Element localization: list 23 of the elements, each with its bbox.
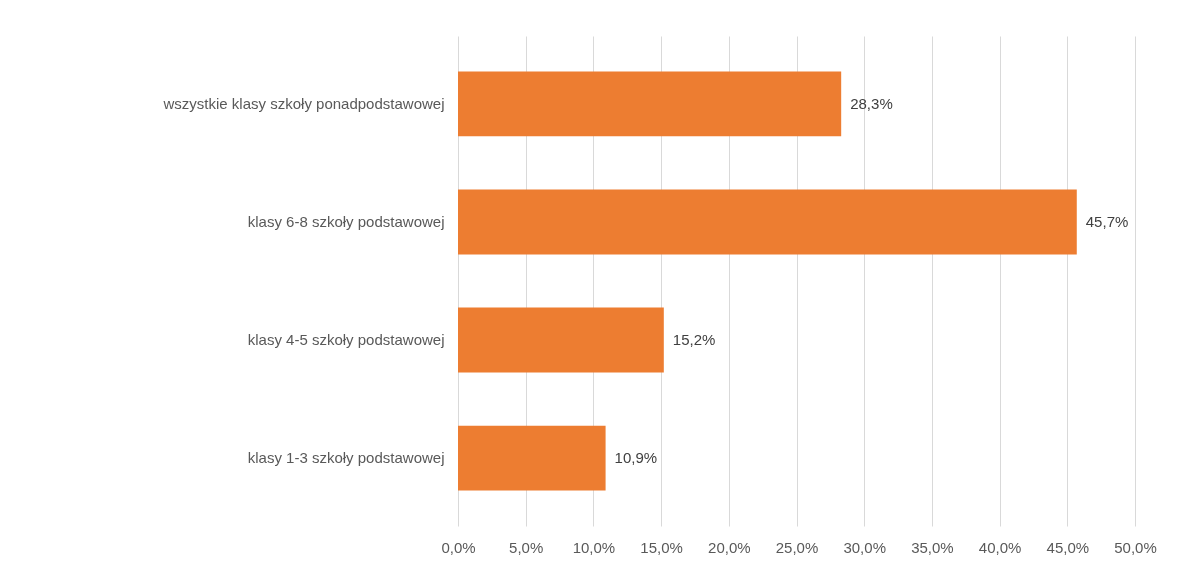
y-tick-label: klasy 6-8 szkoły podstawowej <box>247 212 445 230</box>
y-tick-label: wszystkie klasy szkoły ponadpodstawowej <box>162 94 445 112</box>
y-tick-label: klasy 4-5 szkoły podstawowej <box>247 331 445 349</box>
x-tick-label: 10,0% <box>572 538 616 556</box>
x-tick-label: 5,0% <box>509 538 544 556</box>
bar <box>458 425 606 491</box>
data-label: 28,3% <box>850 94 893 112</box>
data-label: 45,7% <box>1085 212 1129 230</box>
x-tick-label: 0,0% <box>441 538 476 556</box>
x-tick-label: 25,0% <box>775 538 819 556</box>
x-tick-label: 40,0% <box>978 538 1022 556</box>
data-label: 10,9% <box>614 449 658 467</box>
x-tick-label: 50,0% <box>1114 538 1157 556</box>
data-label: 15,2% <box>672 331 716 349</box>
bar <box>458 71 842 137</box>
bar <box>458 307 664 373</box>
x-tick-label: 45,0% <box>1046 538 1090 556</box>
x-tick-label: 35,0% <box>911 538 954 556</box>
y-tick-label: klasy 1-3 szkoły podstawowej <box>247 449 445 467</box>
bar <box>458 189 1077 255</box>
x-tick-label: 30,0% <box>843 538 886 556</box>
x-tick-label: 20,0% <box>708 538 751 556</box>
x-tick-label: 15,0% <box>640 538 683 556</box>
